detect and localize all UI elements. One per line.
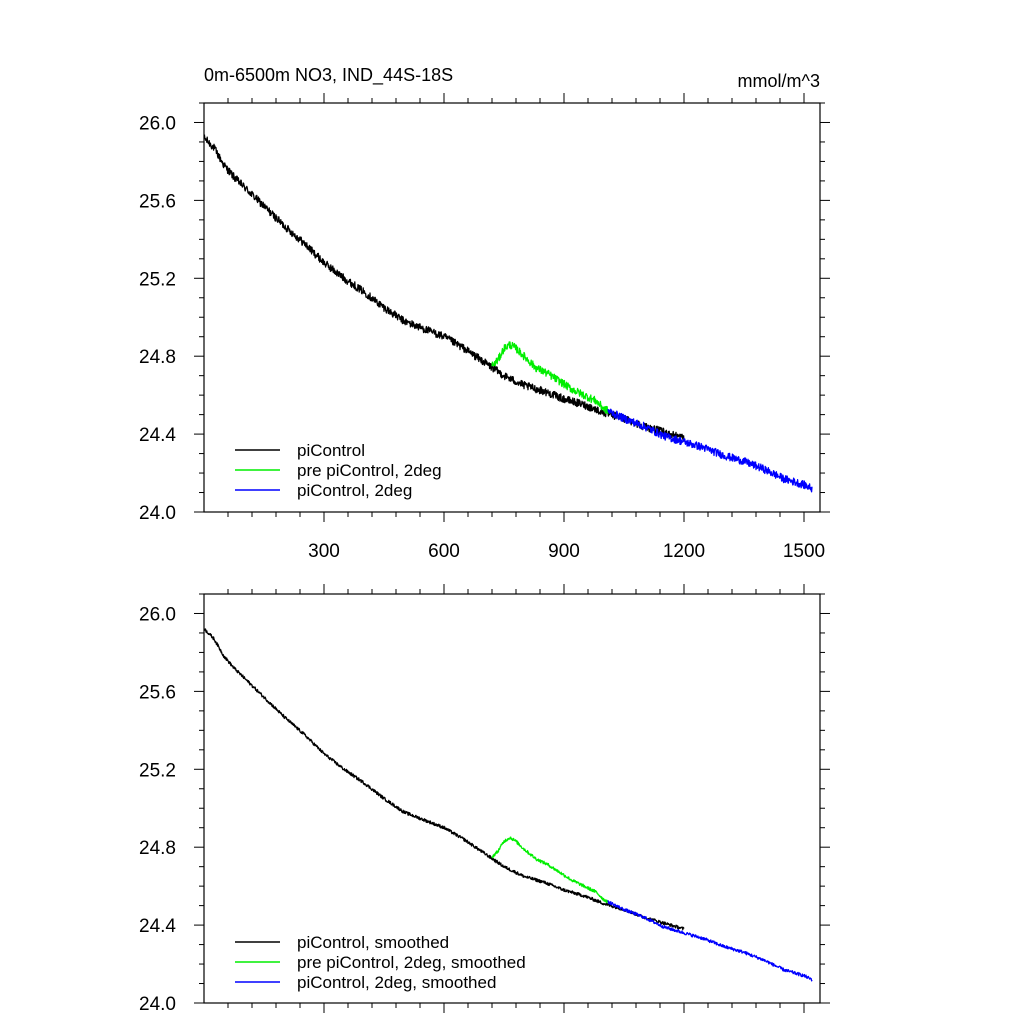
y-tick-label: 25.2 xyxy=(139,760,176,781)
chart-title: 0m-6500m NO3, IND_44S-18S xyxy=(204,65,453,86)
y-tick-label: 25.2 xyxy=(139,269,176,290)
series-line xyxy=(607,900,813,982)
y-tick-label: 25.6 xyxy=(139,682,176,703)
legend-label: pre piControl, 2deg, smoothed xyxy=(297,953,526,972)
y-tick-label: 24.0 xyxy=(139,503,176,524)
legend-label: piControl, 2deg, smoothed xyxy=(297,973,496,992)
y-tick-label: 26.0 xyxy=(139,604,176,625)
y-tick-label: 24.4 xyxy=(139,425,176,446)
y-tick-label: 24.0 xyxy=(139,994,176,1015)
legend-label: piControl xyxy=(297,441,365,460)
y-tick-label: 24.8 xyxy=(139,838,176,859)
series-line xyxy=(491,341,609,415)
x-tick-label: 300 xyxy=(308,541,340,562)
units-label: mmol/m^3 xyxy=(738,71,820,91)
series-line xyxy=(203,628,685,931)
bottom-panel: 24.0 24.4 24.8 25.2 25.6 26.0 piControl, smoot… xyxy=(139,584,830,1015)
x-tick-label: 1500 xyxy=(783,541,825,562)
y-tick-label: 24.8 xyxy=(139,347,176,368)
x-tick-label: 600 xyxy=(428,541,460,562)
y-tick-label: 26.0 xyxy=(139,113,176,134)
legend-label: pre piControl, 2deg xyxy=(297,461,442,480)
series-line xyxy=(607,408,813,493)
plot-frame xyxy=(203,102,821,513)
top-panel: 300 600 900 1200 1500 24.0 24.4 24.8 25.2 25.6 26.… xyxy=(139,93,830,562)
y-tick-label: 25.6 xyxy=(139,191,176,212)
x-tick-label: 1200 xyxy=(663,541,705,562)
series-line xyxy=(491,836,609,904)
y-tick-label: 24.4 xyxy=(139,916,176,937)
legend-label: piControl, smoothed xyxy=(297,933,449,952)
legend-label: piControl, 2deg xyxy=(297,481,412,500)
x-tick-label: 900 xyxy=(548,541,580,562)
series-line xyxy=(203,134,685,442)
plot-frame xyxy=(203,593,821,1004)
